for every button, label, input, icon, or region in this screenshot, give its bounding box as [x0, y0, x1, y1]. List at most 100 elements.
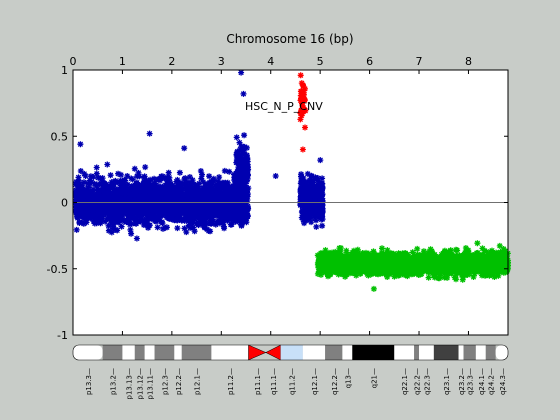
- data-point: [354, 246, 361, 253]
- data-point: [105, 184, 111, 190]
- data-point: [233, 173, 240, 179]
- data-point: [187, 219, 194, 226]
- data-point: [77, 197, 84, 204]
- data-point: [100, 185, 107, 192]
- data-point: [214, 218, 221, 225]
- data-point: [220, 223, 227, 230]
- data-point: [395, 269, 402, 276]
- data-point: [92, 215, 99, 222]
- data-point: [97, 201, 104, 207]
- data-point: [149, 213, 156, 220]
- data-point: [164, 174, 171, 181]
- data-point: [109, 182, 116, 189]
- data-point: [233, 207, 240, 214]
- data-point: [206, 182, 213, 188]
- data-point: [142, 219, 149, 225]
- data-point: [77, 168, 84, 174]
- data-point: [212, 221, 219, 228]
- data-point: [76, 192, 83, 199]
- data-point: [302, 85, 308, 92]
- data-point: [241, 143, 248, 150]
- data-point: [73, 226, 80, 233]
- data-point: [158, 173, 165, 180]
- data-point: [234, 201, 240, 208]
- data-point: [201, 220, 208, 227]
- data-point: [143, 208, 150, 215]
- data-point: [174, 184, 181, 191]
- data-point: [305, 189, 312, 196]
- data-point: [81, 179, 87, 186]
- data-point: [304, 170, 311, 177]
- data-point: [142, 164, 149, 171]
- data-point: [222, 189, 229, 195]
- data-point: [141, 187, 148, 194]
- data-point: [226, 168, 233, 175]
- data-point: [192, 187, 199, 194]
- data-point: [238, 174, 244, 181]
- data-point: [153, 190, 159, 196]
- data-point: [172, 186, 179, 193]
- data-point: [189, 177, 196, 184]
- data-point: [319, 198, 326, 205]
- data-point: [138, 182, 145, 188]
- data-point: [447, 250, 454, 257]
- data-point: [105, 227, 112, 234]
- data-point: [98, 213, 105, 220]
- data-point: [145, 212, 152, 218]
- data-point: [234, 175, 241, 182]
- data-point: [85, 207, 92, 214]
- data-point: [226, 184, 233, 191]
- data-point: [303, 202, 310, 209]
- data-point: [244, 155, 251, 162]
- data-point: [207, 220, 214, 227]
- data-point: [244, 161, 251, 168]
- data-point: [198, 175, 205, 182]
- data-point: [239, 206, 245, 213]
- data-point: [385, 257, 391, 263]
- data-point: [313, 202, 320, 209]
- data-point: [196, 180, 203, 187]
- data-point: [502, 252, 509, 259]
- data-point: [437, 274, 444, 280]
- data-point: [313, 217, 319, 224]
- data-point: [110, 211, 117, 218]
- data-point: [238, 177, 245, 184]
- data-point: [148, 210, 155, 217]
- data-point: [118, 206, 125, 212]
- data-point: [146, 222, 153, 229]
- data-point: [84, 185, 91, 192]
- data-point: [185, 185, 192, 192]
- data-point: [88, 215, 94, 222]
- data-point: [179, 195, 186, 202]
- data-point: [73, 192, 79, 199]
- data-point: [146, 187, 153, 194]
- data-point: [188, 179, 195, 186]
- data-point: [232, 187, 239, 194]
- data-point: [460, 268, 467, 275]
- data-point: [196, 185, 202, 192]
- data-point: [199, 209, 206, 216]
- data-point: [217, 185, 224, 191]
- data-point: [238, 218, 245, 225]
- data-point: [495, 272, 502, 279]
- data-point: [78, 205, 85, 212]
- data-point: [244, 203, 251, 210]
- data-point: [370, 285, 377, 292]
- data-point: [112, 226, 119, 233]
- data-point: [210, 177, 217, 184]
- data-point: [88, 198, 95, 205]
- data-point: [300, 104, 307, 111]
- data-point: [134, 213, 141, 220]
- data-point: [298, 186, 305, 193]
- data-point: [224, 217, 231, 224]
- data-point: [73, 209, 80, 216]
- data-point: [201, 201, 208, 208]
- data-point: [110, 188, 117, 195]
- data-point: [216, 200, 223, 207]
- data-point: [298, 173, 304, 180]
- data-point: [297, 116, 304, 123]
- data-point: [160, 225, 166, 232]
- data-point: [130, 208, 137, 215]
- data-point: [128, 230, 135, 237]
- data-point: [153, 201, 160, 208]
